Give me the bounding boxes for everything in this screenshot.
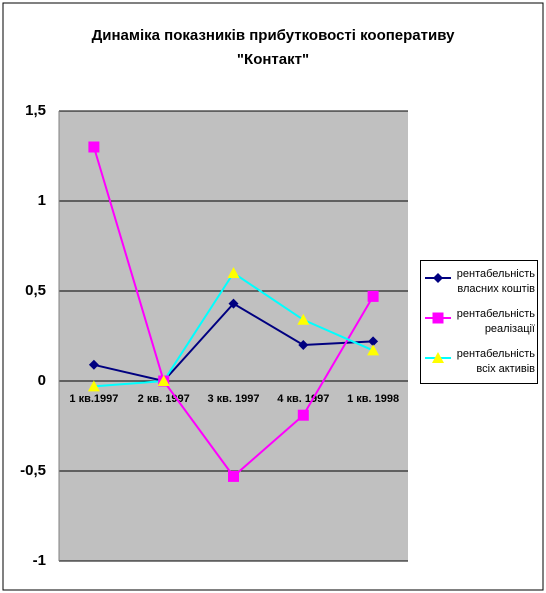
marker [88, 141, 100, 153]
legend-item: рентабельність власних коштів [421, 267, 537, 305]
legend-label: рентабельність всіх активів [456, 348, 535, 375]
x-tick-label: 3 кв. 1997 [207, 393, 259, 405]
legend-item: рентабельність всіх активів [421, 347, 537, 385]
marker [432, 352, 444, 363]
chart-title: Динаміка показників прибутковості коопер… [92, 27, 455, 44]
marker [367, 290, 379, 302]
plot-area [59, 111, 408, 561]
y-tick-label: 0,5 [25, 282, 46, 299]
legend-label: рентабельність реалізації [456, 308, 535, 335]
legend-icon [425, 352, 451, 363]
x-tick-label: 2 кв. 1997 [138, 393, 190, 405]
x-tick-label: 4 кв. 1997 [277, 393, 329, 405]
marker [432, 312, 444, 324]
legend-item: рентабельність реалізації [421, 307, 537, 345]
legend-icon [425, 312, 451, 324]
marker [227, 267, 240, 278]
marker [367, 344, 380, 356]
marker [88, 359, 99, 370]
y-tick-label: -0,5 [20, 462, 46, 479]
y-tick-label: 1,5 [25, 102, 46, 119]
legend: рентабельність власних коштів рентабельні… [420, 260, 538, 384]
marker [297, 409, 309, 421]
legend-icon [425, 273, 451, 283]
marker [433, 273, 443, 283]
marker [368, 336, 379, 347]
y-tick-label: 1 [38, 192, 46, 209]
marker [87, 380, 100, 392]
legend-label: рентабельність власних коштів [456, 268, 535, 295]
marker [298, 340, 309, 350]
x-tick-label: 1 кв.1997 [69, 393, 118, 405]
y-tick-label: 0 [38, 372, 46, 389]
chart-title: "Контакт" [237, 51, 309, 68]
marker [157, 375, 170, 386]
x-tick-label: 1 кв. 1998 [347, 393, 399, 405]
y-tick-label: -1 [33, 552, 46, 569]
marker [228, 470, 239, 482]
marker [297, 313, 310, 325]
marker [228, 298, 239, 309]
